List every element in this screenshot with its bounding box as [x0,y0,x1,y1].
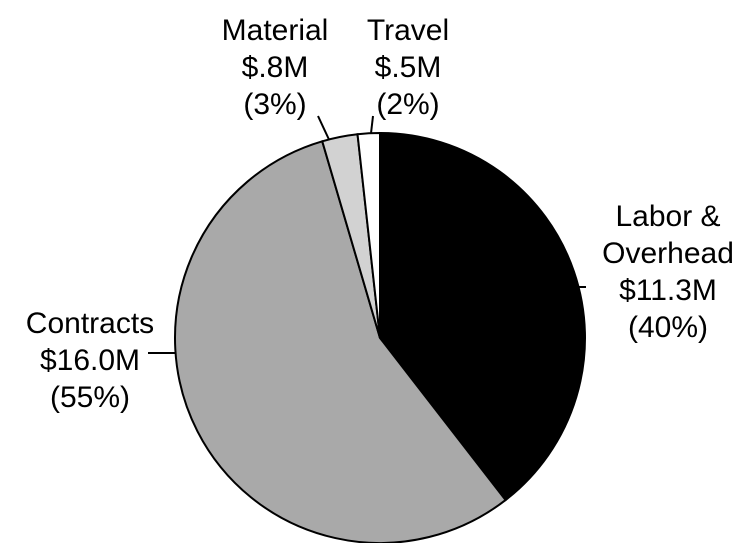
slice-value: $.8M [241,51,309,84]
slice-name: Material [221,14,329,47]
slice-name: Contracts [25,307,155,340]
pie-slice [379,131,586,502]
slice-label: Labor & Overhead $11.3M (40%) [588,198,742,346]
slice-label: Material $.8M (3%) [205,12,345,123]
slice-percent: (2%) [376,88,440,121]
slice-label: Contracts $16.0M (55%) [0,305,180,416]
slice-percent: (55%) [49,381,131,414]
slice-value: $.5M [374,51,442,84]
slice-label: Travel $.5M (2%) [348,12,468,123]
slice-value: $11.3M [619,274,717,307]
slice-name: Travel [366,14,450,47]
slice-percent: (3%) [243,88,307,121]
slice-name: Labor & Overhead [602,200,734,270]
slice-value: $16.0M [39,344,141,377]
pie-slice [174,140,507,543]
pie-slice [356,131,381,339]
slice-percent: (40%) [627,311,709,344]
